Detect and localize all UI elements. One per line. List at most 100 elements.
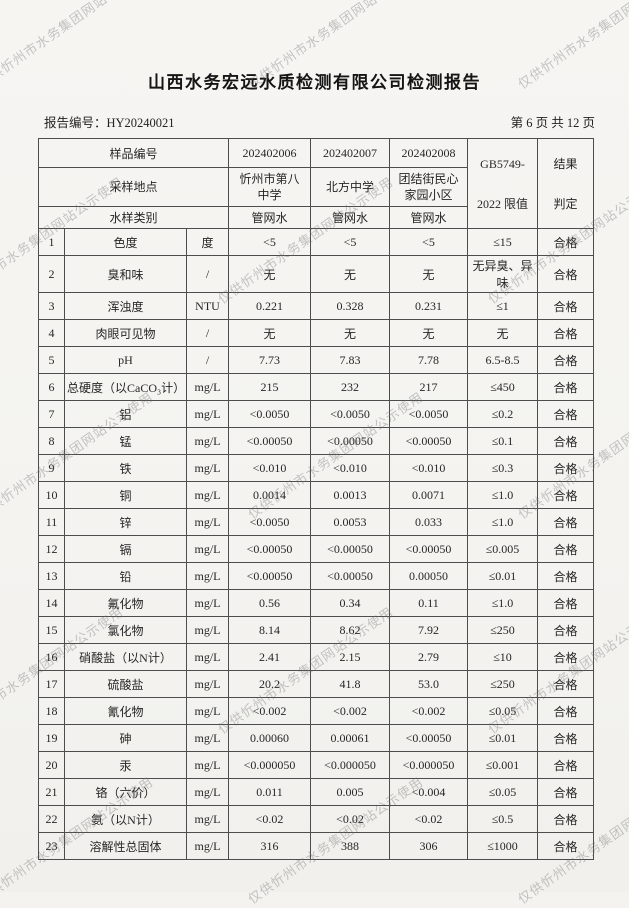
- result-value: 合格: [537, 535, 594, 563]
- table-row: 17 硫酸盐 mg/L 20.2 41.8 53.0 ≤250 合格: [38, 670, 594, 698]
- unit: 度: [186, 228, 229, 256]
- result-value: 合格: [537, 832, 594, 860]
- limit-value: ≤0.5: [467, 805, 538, 833]
- sample2-value: 无: [310, 319, 390, 347]
- row-number: 10: [38, 481, 65, 509]
- sample3-value: <0.004: [389, 778, 468, 806]
- result-value: 合格: [537, 724, 594, 752]
- result-value: 合格: [537, 292, 594, 320]
- unit: mg/L: [186, 751, 229, 779]
- limit-value: ≤0.3: [467, 454, 538, 482]
- limit-value: ≤15: [467, 228, 538, 256]
- sample2-value: <0.00050: [310, 562, 390, 590]
- table-row: 18 氰化物 mg/L <0.002 <0.002 <0.002 ≤0.05 合格: [38, 697, 594, 725]
- limit-value: ≤450: [467, 373, 538, 401]
- table-row: 12 镉 mg/L <0.00050 <0.00050 <0.00050 ≤0.005 合格: [38, 535, 594, 563]
- unit: mg/L: [186, 832, 229, 860]
- header-row-location: 采样地点 忻州市第八 中学 北方中学 团结街民心 家园小区: [38, 167, 594, 207]
- sample3-value: 2.79: [389, 643, 468, 671]
- limit-value: ≤0.2: [467, 400, 538, 428]
- result-value: 合格: [537, 805, 594, 833]
- sample1-value: 215: [228, 373, 311, 401]
- row-number: 12: [38, 535, 65, 563]
- table-row: 23 溶解性总固体 mg/L 316 388 306 ≤1000 合格: [38, 832, 594, 860]
- location-label: 采样地点: [38, 167, 229, 207]
- sample2-value: 388: [310, 832, 390, 860]
- page-indicator: 第 6 页 共 12 页: [510, 116, 595, 130]
- item-name: 铅: [64, 562, 187, 590]
- item-name: 总硬度（以CaCO₃计）: [64, 373, 187, 401]
- sample3-value: 53.0: [389, 670, 468, 698]
- result-value: 合格: [537, 778, 594, 806]
- unit: mg/L: [186, 562, 229, 590]
- row-number: 19: [38, 724, 65, 752]
- sample2-value: <0.02: [310, 805, 390, 833]
- item-name: 汞: [64, 751, 187, 779]
- row-number: 15: [38, 616, 65, 644]
- item-name: 溶解性总固体: [64, 832, 187, 860]
- unit: mg/L: [186, 670, 229, 698]
- sample1-value: <0.0050: [228, 400, 311, 428]
- item-name: 砷: [64, 724, 187, 752]
- table-row: 10 铜 mg/L 0.0014 0.0013 0.0071 ≤1.0 合格: [38, 481, 594, 509]
- limit-value: 6.5-8.5: [467, 346, 538, 374]
- sample-id-1: 202402006: [228, 138, 311, 168]
- sample2-value: 无: [310, 255, 390, 293]
- row-number: 8: [38, 427, 65, 455]
- header-row-water-type: 水样类别 管网水 管网水 管网水: [38, 206, 594, 229]
- item-name: 铁: [64, 454, 187, 482]
- sample1-value: <0.0050: [228, 508, 311, 536]
- table-row: 19 砷 mg/L 0.00060 0.00061 <0.00050 ≤0.01 合格: [38, 724, 594, 752]
- item-name: pH: [64, 346, 187, 374]
- item-name: 硫酸盐: [64, 670, 187, 698]
- sample3-value: <0.000050: [389, 751, 468, 779]
- table-row: 11 锌 mg/L <0.0050 0.0053 0.033 ≤1.0 合格: [38, 508, 594, 536]
- limit-value: ≤0.05: [467, 778, 538, 806]
- result-value: 合格: [537, 589, 594, 617]
- limit-value: ≤0.05: [467, 697, 538, 725]
- sample1-value: 无: [228, 319, 311, 347]
- sample3-value: <0.00050: [389, 724, 468, 752]
- limit-value: ≤10: [467, 643, 538, 671]
- result-value: 合格: [537, 697, 594, 725]
- sample3-value: 7.78: [389, 346, 468, 374]
- unit: mg/L: [186, 805, 229, 833]
- sample-id-label: 样品编号: [38, 138, 229, 168]
- limit-value: ≤250: [467, 616, 538, 644]
- row-number: 17: [38, 670, 65, 698]
- sample2-value: 0.328: [310, 292, 390, 320]
- sample1-value: 8.14: [228, 616, 311, 644]
- table-row: 1 色度度 <5 <5 <5 ≤15 合格: [38, 228, 594, 256]
- limit-value: 无: [467, 319, 538, 347]
- result-value: 合格: [537, 454, 594, 482]
- sample1-value: <0.002: [228, 697, 311, 725]
- result-value: 合格: [537, 508, 594, 536]
- sample3-value: 7.92: [389, 616, 468, 644]
- table-row: 3 浑浊度 NTU 0.221 0.328 0.231 ≤1 合格: [38, 292, 594, 320]
- sample2-value: 8.62: [310, 616, 390, 644]
- row-number: 21: [38, 778, 65, 806]
- sample3-value: 无: [389, 255, 468, 293]
- limit-value: ≤1.0: [467, 481, 538, 509]
- result-column-header: 结果 判定: [537, 138, 594, 229]
- sample1-value: 0.56: [228, 589, 311, 617]
- sample3-value: 无: [389, 319, 468, 347]
- sample1-value: <0.00050: [228, 535, 311, 563]
- table-row: 5 pH/7.73 7.83 7.78 6.5-8.5 合格: [38, 346, 594, 374]
- sample1-value: <0.010: [228, 454, 311, 482]
- limit-value: ≤0.001: [467, 751, 538, 779]
- table-row: 14 氟化物 mg/L 0.56 0.34 0.11 ≤1.0 合格: [38, 589, 594, 617]
- limit-column-header: GB5749- 2022 限值: [467, 138, 538, 229]
- limit-value: ≤1000: [467, 832, 538, 860]
- water-type-label: 水样类别: [38, 206, 229, 229]
- water-type-2: 管网水: [310, 206, 390, 229]
- result-value: 合格: [537, 319, 594, 347]
- report-meta: 报告编号：HY20240021 第 6 页 共 12 页: [44, 112, 595, 131]
- row-number: 11: [38, 508, 65, 536]
- unit: mg/L: [186, 481, 229, 509]
- item-name: 色度: [64, 228, 187, 256]
- item-name: 镉: [64, 535, 187, 563]
- sample1-value: 无: [228, 255, 311, 293]
- sample2-value: <0.0050: [310, 400, 390, 428]
- sample2-value: 41.8: [310, 670, 390, 698]
